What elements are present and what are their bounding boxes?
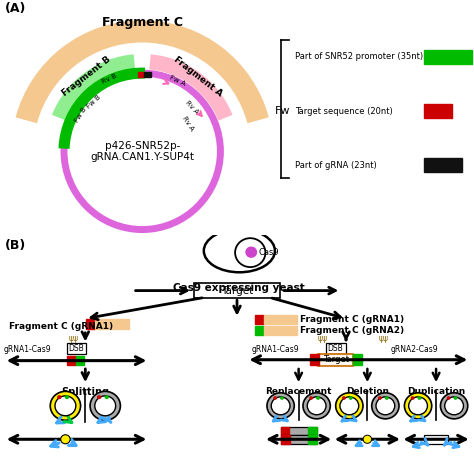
Circle shape [372, 393, 399, 419]
Bar [264, 326, 297, 335]
Bar [281, 427, 317, 435]
Text: Rv A: Rv A [184, 99, 199, 115]
Text: gRNA2-Cas9: gRNA2-Cas9 [391, 345, 438, 354]
Text: Target: Target [323, 355, 348, 364]
Circle shape [307, 397, 326, 415]
Text: (B): (B) [5, 239, 26, 251]
FancyBboxPatch shape [67, 344, 86, 354]
Circle shape [50, 392, 81, 420]
Text: Fw B: Fw B [74, 106, 88, 124]
Circle shape [271, 397, 290, 415]
Circle shape [454, 396, 457, 400]
Circle shape [378, 396, 382, 400]
Bar [308, 427, 317, 435]
Text: Fragment C (gRNA2): Fragment C (gRNA2) [300, 326, 404, 335]
Text: gRNA1-Cas9: gRNA1-Cas9 [251, 345, 299, 354]
Circle shape [303, 393, 330, 419]
Circle shape [90, 392, 120, 420]
Text: Deletion: Deletion [346, 387, 389, 396]
Text: Target sequence (20nt): Target sequence (20nt) [295, 107, 392, 116]
Circle shape [385, 396, 389, 400]
Circle shape [376, 397, 395, 415]
Bar [138, 72, 143, 77]
Text: ψψ: ψψ [68, 335, 79, 344]
Bar [264, 314, 297, 323]
Circle shape [309, 396, 313, 400]
Bar [127, 72, 136, 77]
Text: Fw A: Fw A [168, 74, 186, 87]
FancyBboxPatch shape [318, 354, 353, 366]
Bar [424, 104, 452, 118]
Circle shape [273, 396, 277, 400]
Bar [255, 314, 264, 323]
Bar [67, 356, 76, 365]
Circle shape [336, 393, 363, 419]
Bar [76, 356, 84, 365]
Text: Rv A: Rv A [182, 116, 195, 132]
Circle shape [445, 397, 464, 415]
Bar [281, 427, 289, 435]
Bar [144, 72, 151, 77]
Text: Replacement: Replacement [265, 387, 332, 396]
Text: Splitting: Splitting [61, 387, 109, 397]
Text: (A): (A) [4, 2, 26, 15]
Bar [95, 319, 129, 329]
Text: Cas9: Cas9 [259, 248, 280, 257]
Bar [281, 435, 290, 444]
Text: ψψ: ψψ [379, 335, 389, 344]
Text: Part of SNR52 promoter (35nt): Part of SNR52 promoter (35nt) [295, 53, 423, 62]
Text: Rv B: Rv B [100, 72, 118, 85]
Text: Fragment A: Fragment A [172, 55, 224, 98]
Text: Part of gRNA (23nt): Part of gRNA (23nt) [295, 161, 376, 170]
FancyBboxPatch shape [424, 435, 448, 444]
Circle shape [316, 396, 320, 400]
Circle shape [340, 397, 359, 415]
Circle shape [440, 393, 468, 419]
Bar [424, 50, 472, 64]
Circle shape [105, 395, 109, 399]
Circle shape [267, 393, 294, 419]
Circle shape [418, 396, 421, 400]
Text: Cas9 expressing yeast: Cas9 expressing yeast [173, 283, 305, 293]
Circle shape [349, 396, 353, 400]
FancyBboxPatch shape [326, 344, 346, 354]
Text: Fragment C (gRNA1): Fragment C (gRNA1) [300, 314, 404, 323]
Text: ψψ: ψψ [317, 335, 328, 344]
Bar [86, 319, 95, 329]
Circle shape [95, 396, 116, 416]
Circle shape [61, 435, 70, 444]
Circle shape [404, 393, 432, 419]
Text: gRNA1-Cas9: gRNA1-Cas9 [4, 345, 51, 354]
Circle shape [409, 397, 428, 415]
Bar [308, 435, 317, 444]
Text: Fw B: Fw B [86, 94, 102, 110]
Bar [310, 354, 319, 365]
Bar [424, 158, 462, 172]
Text: Duplication: Duplication [407, 387, 465, 396]
Circle shape [55, 396, 76, 416]
Circle shape [410, 396, 415, 400]
Text: Fragment C (gRNA1): Fragment C (gRNA1) [9, 322, 113, 331]
Text: Fragment C: Fragment C [102, 16, 182, 29]
Circle shape [65, 395, 69, 399]
Text: DSB: DSB [328, 345, 344, 353]
Circle shape [97, 395, 101, 399]
Text: Fw: Fw [275, 106, 291, 116]
Text: DSB: DSB [68, 345, 84, 353]
FancyBboxPatch shape [194, 283, 280, 298]
Text: p426-SNR52p-
gRNA.CAN1.Y-SUP4t: p426-SNR52p- gRNA.CAN1.Y-SUP4t [90, 141, 194, 162]
Circle shape [447, 396, 451, 400]
Circle shape [280, 396, 284, 400]
Bar [281, 435, 317, 444]
Circle shape [246, 247, 256, 257]
Bar [353, 354, 362, 365]
Text: Target: Target [221, 286, 253, 296]
Bar [255, 326, 264, 335]
Circle shape [363, 435, 372, 443]
Text: Fragment B: Fragment B [60, 55, 112, 98]
Circle shape [342, 396, 346, 400]
Circle shape [57, 395, 62, 399]
